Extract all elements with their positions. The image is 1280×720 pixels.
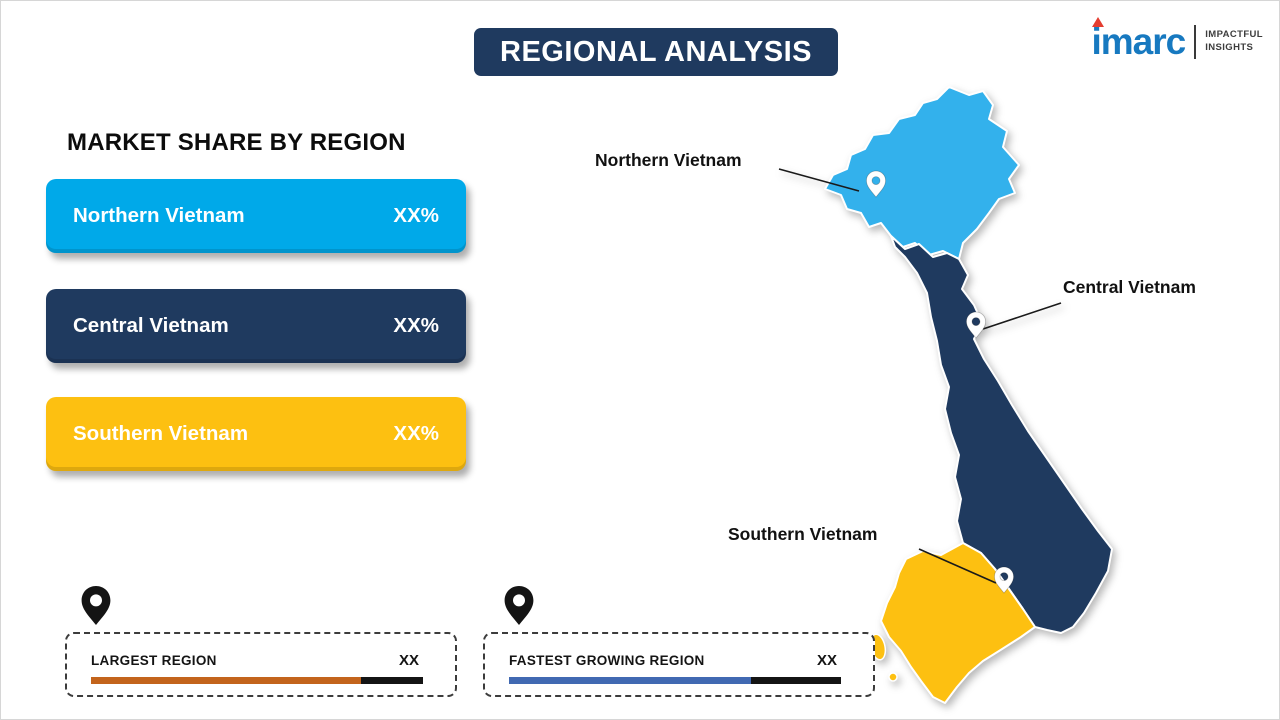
largest-region-pin-icon — [81, 586, 111, 625]
callout-line-southern — [918, 548, 997, 584]
imarc-logo: imarc IMPACTFUL INSIGHTS — [1091, 17, 1263, 62]
fastest-growing-region-bar — [509, 677, 841, 684]
map-region-central-vietnam — [890, 235, 1113, 634]
map-label-central: Central Vietnam — [1063, 277, 1196, 297]
largest-region-value: XX — [398, 652, 419, 669]
logo-tagline-line1: IMPACTFUL — [1205, 29, 1263, 41]
largest-region-bar — [91, 677, 423, 684]
share-bar-central: Central Vietnam XX% — [46, 289, 466, 363]
map-label-northern: Northern Vietnam — [595, 150, 742, 170]
map-pin-northern-icon — [865, 170, 887, 198]
map-pin-southern-icon — [993, 566, 1015, 594]
vietnam-map — [778, 86, 1113, 704]
largest-region-bar-black — [361, 677, 423, 684]
fastest-growing-region-value: XX — [816, 652, 837, 669]
map-island-small — [888, 672, 898, 682]
logo-tagline: IMPACTFUL INSIGHTS — [1205, 29, 1263, 53]
map-label-southern: Southern Vietnam — [728, 524, 878, 544]
fastest-growing-region-label: FASTEST GROWING REGION — [509, 653, 705, 668]
imarc-logo-wordmark: imarc — [1091, 17, 1186, 62]
share-bar-southern: Southern Vietnam XX% — [46, 397, 466, 471]
fastest-growing-region-card: FASTEST GROWING REGION XX — [483, 632, 875, 697]
share-bar-value: XX% — [393, 422, 439, 445]
imarc-logo-red-mark-icon — [1092, 17, 1105, 27]
callout-line-central — [982, 302, 1062, 330]
largest-region-card: LARGEST REGION XX — [65, 632, 457, 697]
fastest-growing-region-bar-colored — [509, 677, 751, 684]
share-bar-value: XX% — [393, 204, 439, 227]
largest-region-bar-colored — [91, 677, 361, 684]
fastest-growing-region-pin-icon — [504, 586, 534, 625]
map-pin-central-icon — [965, 311, 987, 339]
share-bar-value: XX% — [393, 314, 439, 337]
map-region-northern-vietnam — [824, 86, 1020, 260]
imarc-logo-text: imarc — [1091, 21, 1186, 62]
page-title: REGIONAL ANALYSIS — [474, 28, 838, 76]
share-bar-label: Northern Vietnam — [73, 204, 245, 227]
callout-line-northern — [778, 168, 860, 192]
logo-tagline-line2: INSIGHTS — [1205, 41, 1254, 53]
share-bar-label: Central Vietnam — [73, 314, 229, 337]
share-bar-label: Southern Vietnam — [73, 422, 249, 445]
market-share-heading: MARKET SHARE BY REGION — [67, 129, 406, 156]
largest-region-label: LARGEST REGION — [91, 653, 217, 668]
logo-divider — [1194, 24, 1197, 59]
share-bar-northern: Northern Vietnam XX% — [46, 179, 466, 253]
fastest-growing-region-bar-black — [751, 677, 841, 684]
